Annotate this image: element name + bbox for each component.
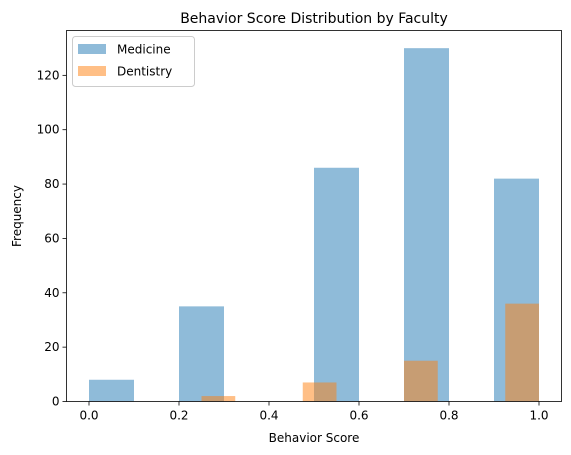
- legend: Medicine Dentistry: [72, 36, 195, 87]
- plot-frame: [66, 30, 562, 402]
- bar-dentistry-2: [404, 360, 438, 402]
- y-tick-label: 100: [37, 123, 60, 137]
- x-tick-label: 0.6: [349, 409, 368, 423]
- chart-title: Behavior Score Distribution by Faculty: [180, 11, 448, 27]
- bar-medicine-3: [404, 48, 449, 402]
- legend-swatch-medicine: [78, 44, 106, 54]
- y-tick-label: 0: [52, 395, 60, 409]
- y-tick-label: 80: [44, 177, 59, 191]
- bars-layer: [89, 48, 539, 402]
- x-tick-label: 1.0: [529, 409, 548, 423]
- y-tick-label: 120: [37, 68, 60, 82]
- legend-label-medicine: Medicine: [117, 43, 171, 57]
- bar-medicine-1: [179, 306, 224, 402]
- bar-dentistry-0: [201, 396, 236, 402]
- bar-medicine-0: [89, 379, 134, 402]
- x-tick-label: 0.2: [169, 409, 188, 423]
- y-axis-label: Frequency: [10, 185, 24, 247]
- bar-dentistry-3: [505, 303, 539, 402]
- y-tick-label: 40: [44, 286, 59, 300]
- y-tick-label: 60: [44, 231, 59, 245]
- bar-dentistry-1: [302, 382, 337, 402]
- x-tick-label: 0.8: [439, 409, 458, 423]
- legend-swatch-dentistry: [78, 66, 106, 76]
- x-axis-label: Behavior Score: [269, 431, 360, 445]
- y-axis-ticks: 0 20 40 60 80 100 120: [37, 68, 67, 409]
- x-tick-label: 0.4: [259, 409, 278, 423]
- bar-medicine-2: [314, 167, 359, 402]
- y-tick-label: 20: [44, 340, 59, 354]
- x-axis-ticks: 0.0 0.2 0.4 0.6 0.8 1.0: [79, 401, 549, 423]
- x-tick-label: 0.0: [79, 409, 98, 423]
- legend-label-dentistry: Dentistry: [117, 65, 172, 79]
